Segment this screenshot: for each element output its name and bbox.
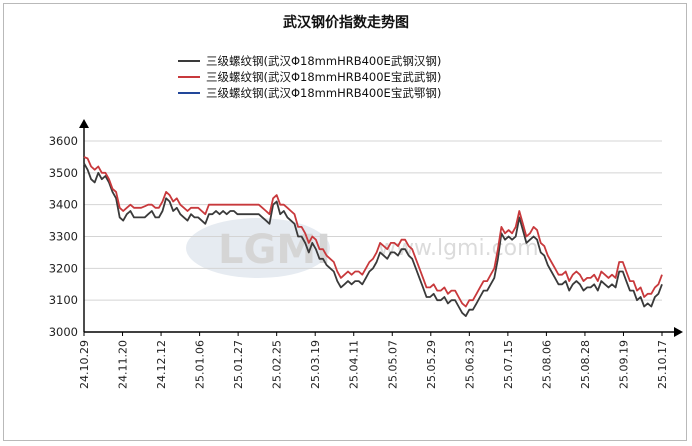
y-axis-arrow <box>79 119 89 128</box>
x-axis-arrow <box>674 327 683 337</box>
x-tick-label: 25.04.11 <box>348 340 361 389</box>
x-tick-label: 25.08.28 <box>579 340 592 389</box>
legend-swatch-series-2 <box>178 75 200 78</box>
y-tick-label: 3000 <box>49 325 78 339</box>
legend-label-series-2: 三级螺纹钢(武汉Φ18mmHRB400E宝武武钢) <box>206 70 442 84</box>
x-tick-label: 24.10.29 <box>78 340 91 389</box>
x-tick-label: 25.08.06 <box>540 340 553 389</box>
x-tick-label: 25.01.27 <box>232 340 245 389</box>
chart-legend: 三级螺纹钢(武汉Φ18mmHRB400E武钢汉钢) 三级螺纹钢(武汉Φ18mmH… <box>178 53 441 101</box>
legend-swatch-series-1 <box>178 59 200 62</box>
x-tick-label: 25.06.23 <box>463 340 476 389</box>
y-tick-label: 3300 <box>49 230 78 244</box>
x-tick-label: 25.01.06 <box>194 340 207 389</box>
y-tick-label: 3600 <box>49 134 78 148</box>
y-tick-label: 3500 <box>49 166 78 180</box>
x-tick-label: 25.10.17 <box>656 340 669 389</box>
y-tick-label: 3200 <box>49 261 78 275</box>
watermark-logo: LGMI <box>218 227 331 273</box>
x-tick-label: 25.07.15 <box>502 340 515 389</box>
x-tick-label: 25.09.19 <box>617 340 630 389</box>
watermark: LGMI www.lgmi.com <box>186 218 539 278</box>
legend-item-series-2: 三级螺纹钢(武汉Φ18mmHRB400E宝武武钢) <box>178 69 441 85</box>
legend-label-series-3: 三级螺纹钢(武汉Φ18mmHRB400E宝武鄂钢) <box>206 86 442 100</box>
x-tick-label: 25.03.19 <box>309 340 322 389</box>
legend-item-series-3: 三级螺纹钢(武汉Φ18mmHRB400E宝武鄂钢) <box>178 85 441 101</box>
chart-frame <box>3 3 687 441</box>
y-tick-label: 3100 <box>49 293 78 307</box>
x-tick-label: 25.05.29 <box>425 340 438 389</box>
legend-swatch-series-3 <box>178 91 200 94</box>
series-line-1 <box>83 162 663 318</box>
x-axis: 24.10.29 24.11.20 24.12.12 25.01.06 25.01.27… <box>78 327 683 389</box>
watermark-logo-ellipse <box>186 218 330 278</box>
x-tick-label: 25.02.25 <box>271 340 284 389</box>
x-tick-label: 25.05.07 <box>386 340 399 389</box>
legend-label-series-1: 三级螺纹钢(武汉Φ18mmHRB400E武钢汉钢) <box>206 54 442 68</box>
y-tick-label: 3400 <box>49 198 78 212</box>
y-axis: 3000 3100 3200 3300 3400 3500 3600 <box>49 119 89 339</box>
legend-item-series-1: 三级螺纹钢(武汉Φ18mmHRB400E武钢汉钢) <box>178 53 441 69</box>
series-line-2 <box>83 156 663 308</box>
chart-title: 武汉钢价指数走势图 <box>283 15 409 31</box>
x-tick-label: 24.12.12 <box>155 340 168 389</box>
grid-lines <box>84 140 662 301</box>
series-lines <box>83 156 663 318</box>
x-tick-label: 24.11.20 <box>117 340 130 389</box>
